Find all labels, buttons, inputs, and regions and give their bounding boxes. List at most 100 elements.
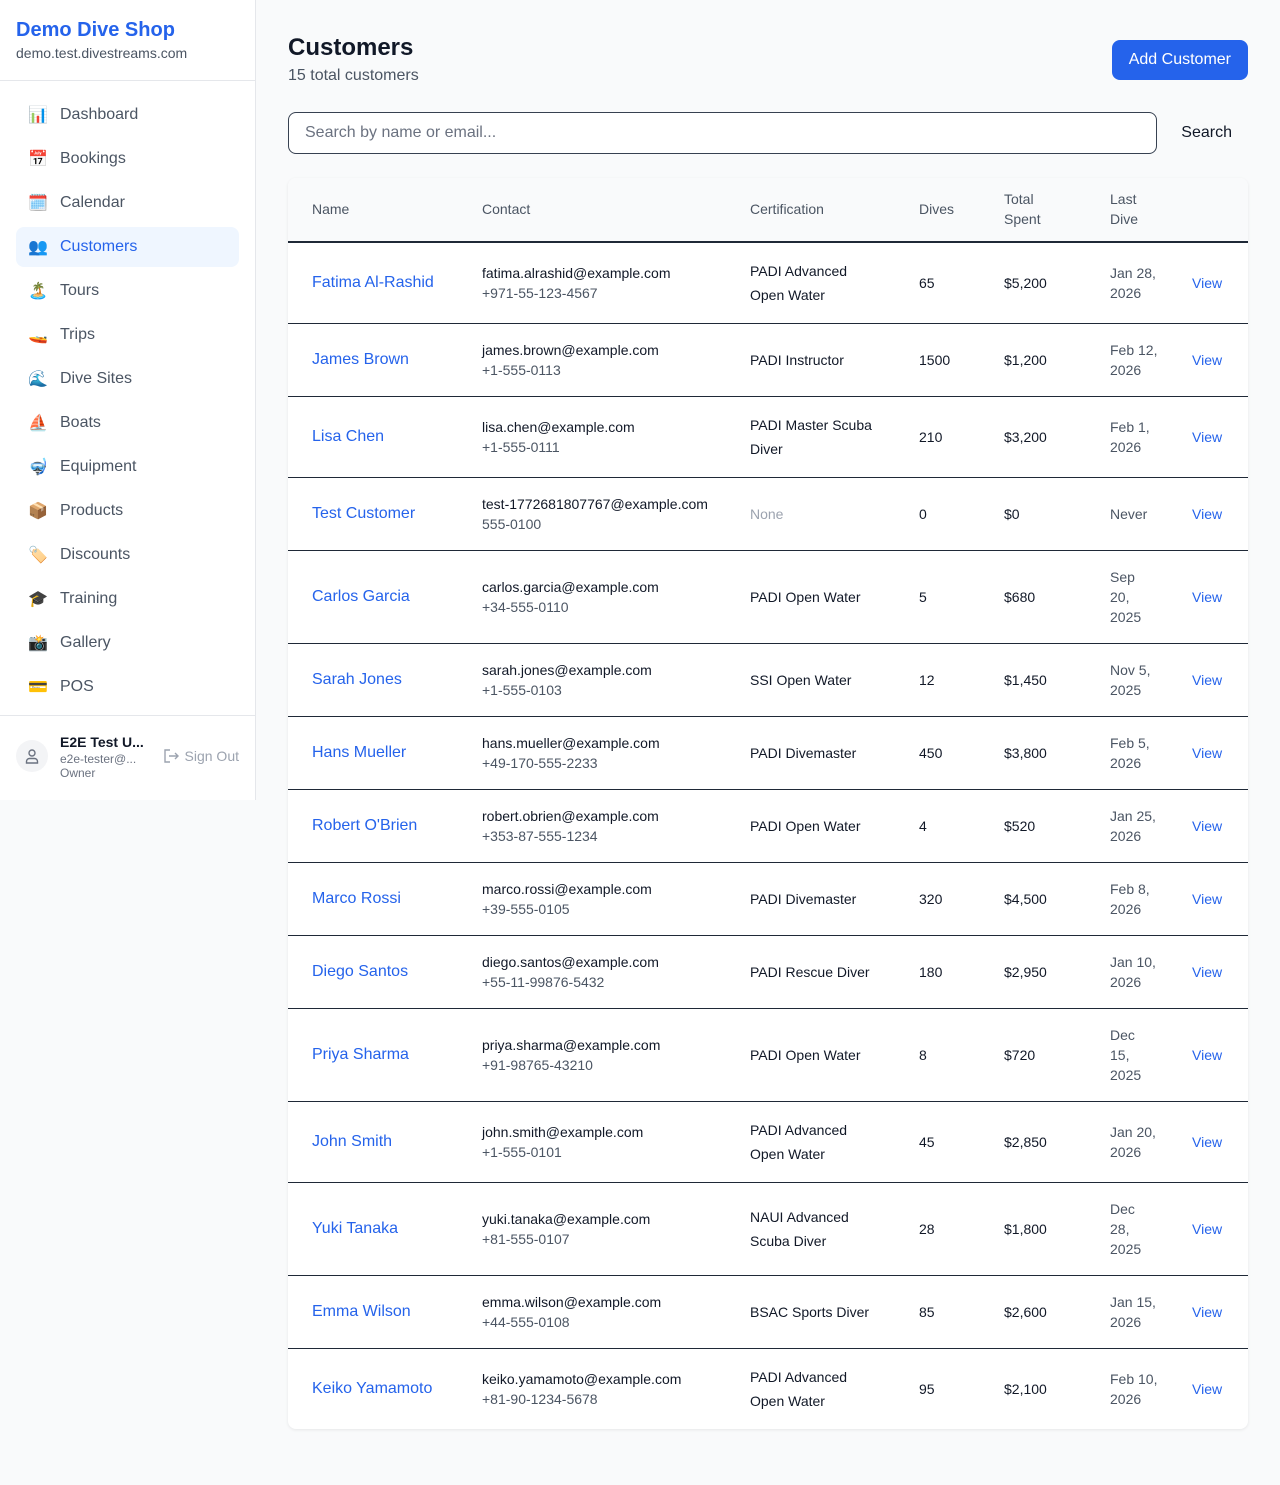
view-customer-link[interactable]: View (1192, 275, 1223, 291)
table-header: Name Contact Certification Dives Total Spent… (288, 178, 1248, 243)
total-spent: $3,200 (980, 396, 1086, 478)
sidebar-item-gallery[interactable]: 📸 Gallery (16, 623, 239, 663)
customer-phone: +1-555-0101 (482, 1144, 562, 1160)
customer-name-link[interactable]: Diego Santos (312, 963, 409, 980)
total-spent: $680 (980, 550, 1086, 644)
customer-name-link[interactable]: Lisa Chen (312, 428, 385, 445)
customer-phone: +44-555-0108 (482, 1314, 570, 1330)
total-spent: $1,200 (980, 323, 1086, 397)
table-row: Fatima Al-Rashid fatima.alrashid@example… (288, 242, 1248, 324)
table-row: Test Customer test-1772681807767@example… (288, 477, 1248, 551)
column-header-name: Name (288, 178, 458, 243)
view-customer-link[interactable]: View (1192, 672, 1223, 688)
total-spent: $720 (980, 1008, 1086, 1102)
total-spent: $2,100 (1004, 1381, 1047, 1397)
last-dive: Feb 12, 2026 (1086, 323, 1168, 397)
customer-name-link[interactable]: Sarah Jones (312, 671, 402, 688)
customer-name-link[interactable]: Keiko Yamamoto (312, 1380, 433, 1397)
last-dive: Jan 20, 2026 (1086, 1101, 1168, 1183)
customer-phone: +39-555-0105 (482, 901, 570, 917)
sidebar-item-equipment[interactable]: 🤿 Equipment (16, 447, 239, 487)
view-customer-link[interactable]: View (1192, 352, 1223, 368)
customer-phone: +81-90-1234-5678 (482, 1391, 598, 1407)
island-icon: 🏝️ (28, 283, 48, 300)
customer-email: carlos.garcia@example.com (482, 579, 659, 595)
table-row: Sarah Jones sarah.jones@example.com +1-55… (288, 643, 1248, 717)
customer-name-link[interactable]: Emma Wilson (312, 1303, 411, 1320)
dives: 0 (895, 477, 980, 551)
view-customer-link[interactable]: View (1192, 1381, 1223, 1397)
customer-email: john.smith@example.com (482, 1124, 644, 1140)
view-customer-link[interactable]: View (1192, 1221, 1223, 1237)
sidebar-item-trips[interactable]: 🚤 Trips (16, 315, 239, 355)
customer-phone: +91-98765-43210 (482, 1057, 593, 1073)
table-row: Hans Mueller hans.mueller@example.com +49… (288, 716, 1248, 790)
total-spent: $5,200 (980, 242, 1086, 324)
dives: 4 (895, 789, 980, 863)
sidebar-item-boats[interactable]: ⛵ Boats (16, 403, 239, 443)
dives: 65 (895, 242, 980, 324)
tag-icon: 🏷️ (28, 547, 48, 564)
view-customer-link[interactable]: View (1192, 964, 1223, 980)
dives: 1500 (895, 323, 980, 397)
view-customer-link[interactable]: View (1192, 1134, 1223, 1150)
shop-name[interactable]: Demo Dive Shop (16, 19, 175, 41)
view-customer-link[interactable]: View (1192, 1304, 1223, 1320)
customer-email: sarah.jones@example.com (482, 662, 652, 678)
last-dive: Dec 28, 2025 (1086, 1182, 1168, 1276)
column-header-last-dive: Last Dive (1086, 178, 1168, 243)
customer-name-link[interactable]: Robert O'Brien (312, 817, 418, 834)
sidebar-item-dashboard[interactable]: 📊 Dashboard (16, 95, 239, 135)
sidebar-item-bookings[interactable]: 📅 Bookings (16, 139, 239, 179)
customer-phone: +81-555-0107 (482, 1231, 570, 1247)
search-input[interactable] (288, 112, 1158, 154)
certification: NAUI Advanced Scuba Diver (726, 1182, 895, 1276)
customer-name-link[interactable]: John Smith (312, 1133, 393, 1150)
table-row: Yuki Tanaka yuki.tanaka@example.com +81-5… (288, 1182, 1248, 1276)
certification: PADI Master Scuba Diver (726, 396, 895, 478)
view-customer-link[interactable]: View (1192, 891, 1223, 907)
sidebar-item-products[interactable]: 📦 Products (16, 491, 239, 531)
calendar-date-icon: 📅 (28, 151, 48, 168)
table-row: Diego Santos diego.santos@example.com +55… (288, 935, 1248, 1009)
view-customer-link[interactable]: View (1192, 429, 1223, 445)
view-customer-link[interactable]: View (1192, 745, 1223, 761)
view-customer-link[interactable]: View (1192, 506, 1223, 522)
certification: PADI Divemaster (726, 862, 895, 936)
customer-name-link[interactable]: Marco Rossi (312, 890, 401, 907)
certification: PADI Open Water (726, 550, 895, 644)
dives: 12 (895, 643, 980, 717)
customer-name-link[interactable]: James Brown (312, 351, 409, 368)
customer-phone: +1-555-0103 (482, 682, 562, 698)
customer-name-link[interactable]: Yuki Tanaka (312, 1220, 398, 1237)
total-spent: $4,500 (980, 862, 1086, 936)
sidebar-item-customers[interactable]: 👥 Customers (16, 227, 239, 267)
sidebar-item-calendar[interactable]: 🗓️ Calendar (16, 183, 239, 223)
view-customer-link[interactable]: View (1192, 589, 1223, 605)
view-customer-link[interactable]: View (1192, 818, 1223, 834)
sidebar-item-discounts[interactable]: 🏷️ Discounts (16, 535, 239, 575)
last-dive: Feb 5, 2026 (1086, 716, 1168, 790)
certification: PADI Divemaster (726, 716, 895, 790)
certification: BSAC Sports Diver (726, 1275, 895, 1349)
dives: 5 (895, 550, 980, 644)
sidebar-item-label: Equipment (60, 458, 137, 475)
sidebar-item-pos[interactable]: 💳 POS (16, 667, 239, 707)
add-customer-button[interactable]: Add Customer (1111, 40, 1248, 80)
view-customer-link[interactable]: View (1192, 1047, 1223, 1063)
customer-phone: +1-555-0113 (482, 362, 561, 378)
sign-out-button[interactable]: Sign Out (163, 748, 239, 764)
sidebar-item-dive-sites[interactable]: 🌊 Dive Sites (16, 359, 239, 399)
sidebar-item-label: Bookings (60, 150, 126, 167)
search-button[interactable]: Search (1157, 124, 1248, 142)
customer-name-link[interactable]: Priya Sharma (312, 1046, 409, 1063)
customer-name-link[interactable]: Hans Mueller (312, 744, 407, 761)
customer-name-link[interactable]: Test Customer (312, 505, 416, 522)
customer-phone: +49-170-555-2233 (482, 755, 598, 771)
customer-name-link[interactable]: Carlos Garcia (312, 588, 410, 605)
sidebar-item-label: Training (60, 590, 118, 607)
sidebar-item-training[interactable]: 🎓 Training (16, 579, 239, 619)
sidebar-item-tours[interactable]: 🏝️ Tours (16, 271, 239, 311)
customer-name-link[interactable]: Fatima Al-Rashid (312, 274, 434, 291)
dives: 85 (895, 1275, 980, 1349)
